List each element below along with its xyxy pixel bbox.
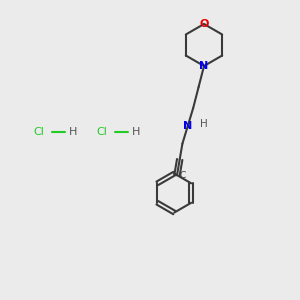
Text: Cl: Cl — [34, 127, 44, 137]
Text: H: H — [200, 119, 207, 129]
Text: H: H — [68, 127, 77, 137]
Text: N: N — [183, 121, 192, 131]
Text: C: C — [180, 171, 186, 180]
Text: N: N — [200, 61, 208, 71]
Text: Cl: Cl — [97, 127, 107, 137]
Text: O: O — [199, 19, 209, 29]
Text: H: H — [131, 127, 140, 137]
